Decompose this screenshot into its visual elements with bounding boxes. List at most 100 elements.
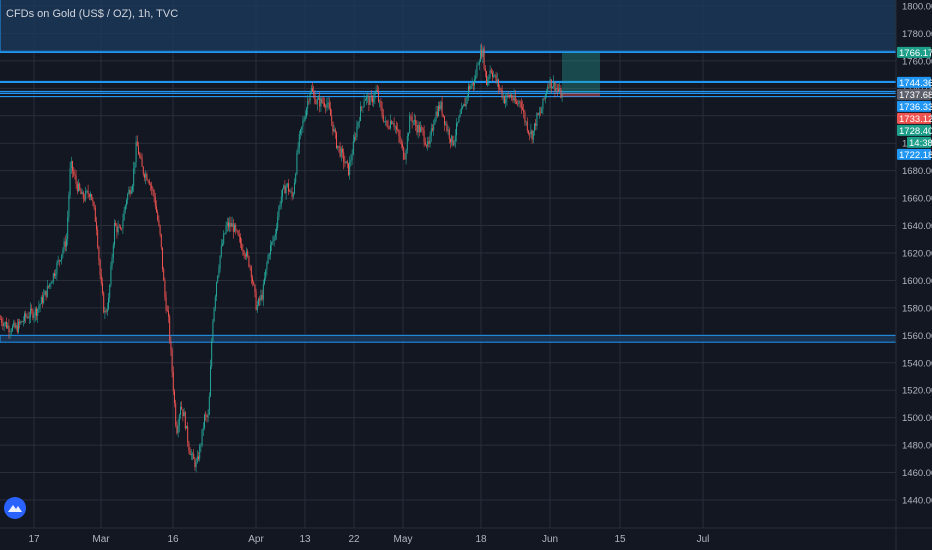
candle-body [390,121,391,129]
candle-body [266,263,268,270]
position-stop-area[interactable] [562,93,600,97]
candle-body [142,166,144,175]
candle-body [457,122,459,124]
candle-body [388,128,390,129]
candle-body [237,231,239,236]
time-axis[interactable]: 17 Mar 16 Apr 13 22 May 18 Jun 15 Jul [28,534,709,545]
candle-body [242,249,244,252]
candle-body [178,414,180,426]
horizontal-levels[interactable] [0,51,896,98]
candle-body [529,133,531,135]
candle-body [146,173,148,181]
candle-body [64,241,66,247]
candle-body [278,207,280,218]
candle-body [560,87,562,98]
candle-body [144,174,145,178]
candle-body [193,453,195,460]
candle-body [477,64,479,66]
candle-body [96,221,97,230]
candle-body [18,321,19,333]
candle-body [525,121,527,123]
candle-body [480,50,481,62]
candle-body [382,115,384,122]
candle-body [19,321,21,324]
candle-body [393,123,395,127]
candle-body [4,322,6,324]
candle-body [145,173,147,178]
candle-body [9,331,11,333]
candle-body [249,266,251,268]
candle-body [397,129,399,131]
candle-body [158,220,160,226]
candle-body [540,112,541,114]
price-label-text: 1736.33 [899,102,932,113]
candle-body [229,222,231,228]
candle-body [476,65,478,77]
candle-body [91,193,93,200]
candle-body [79,183,81,190]
candle-body [208,396,210,415]
candle-body [321,98,323,103]
long-position-tool[interactable] [562,52,600,97]
candle-body [555,88,557,92]
candle-body [392,123,394,124]
candle-body [78,183,79,192]
candle-body [432,128,433,131]
candle-body [27,316,29,319]
candle-body [270,245,271,255]
candle-body [130,190,132,194]
candle-body [361,106,363,108]
position-target-area[interactable] [562,52,600,94]
candle-body [316,99,318,104]
candle-body [80,189,82,195]
candle-body [543,98,545,100]
candle-body [224,233,226,234]
candle-body [162,247,163,270]
tradingview-logo-icon[interactable] [4,497,26,519]
candle-body [448,129,450,139]
candle-body [156,206,157,213]
candle-body [154,197,156,207]
candle-body [108,297,109,309]
candle-body [231,223,233,227]
candle-body [468,86,469,96]
time-tick-label: Apr [248,534,264,545]
candle-body [469,86,471,90]
candle-body [206,415,208,417]
candle-body [470,85,472,90]
time-tick-label: 15 [614,534,626,545]
candle-body [81,192,83,195]
candle-body [90,193,91,197]
price-label-box [897,100,931,112]
price-label-box [907,136,931,148]
candle-body [98,247,100,261]
candle-body [306,108,307,117]
candle-body [51,281,53,284]
price-tick-label: 1680.00 [902,166,932,177]
candle-body [277,217,279,229]
candle-body [547,86,549,93]
candle-body [10,330,12,332]
candle-body [102,283,103,293]
candle-body [482,48,484,57]
candle-body [530,130,532,135]
candle-body [462,106,463,109]
candle-body [232,223,234,232]
supply-demand-zone[interactable] [0,334,897,343]
candle-body [368,96,370,105]
candle-body [56,263,58,275]
candle-body [147,180,149,181]
candle-body [85,190,87,200]
candle-body [418,124,420,133]
candle-body [148,180,150,185]
candle-body [63,241,65,250]
candle-body [523,109,525,113]
candle-body [284,185,286,194]
price-label-box [897,76,931,88]
time-tick-label: Jun [542,534,558,545]
supply-demand-zone[interactable] [0,0,897,52]
candle-body [153,190,155,198]
candle-body [57,259,59,264]
candle-body [331,115,333,122]
